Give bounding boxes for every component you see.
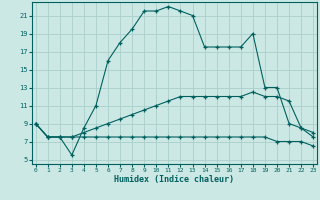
X-axis label: Humidex (Indice chaleur): Humidex (Indice chaleur) <box>115 175 234 184</box>
